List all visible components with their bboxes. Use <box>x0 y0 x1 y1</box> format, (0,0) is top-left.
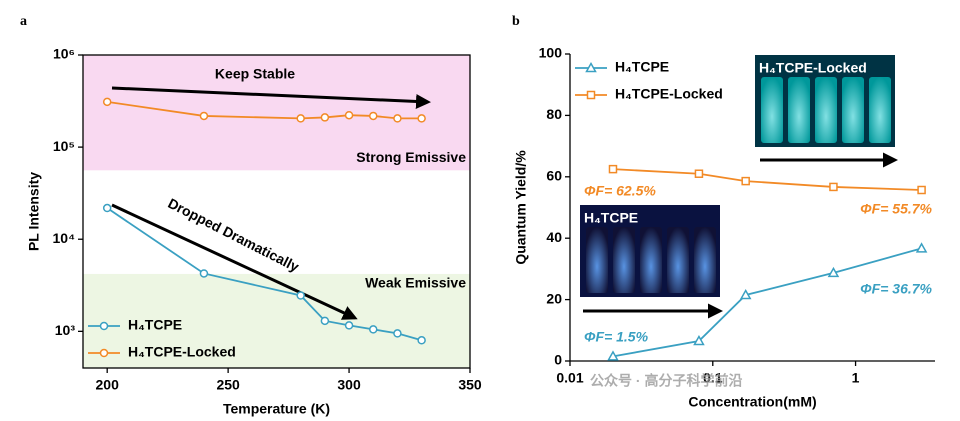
y-tick-label: 80 <box>546 106 562 122</box>
vial <box>788 77 810 143</box>
x-tick-label: 1 <box>852 370 860 386</box>
vial <box>815 77 837 143</box>
vial <box>842 77 864 143</box>
y-tick-label: 20 <box>546 290 562 306</box>
legend-label: H₄TCPE <box>615 59 669 75</box>
arrow <box>111 203 358 320</box>
annotation: ΦF= 36.7% <box>860 281 932 297</box>
point <box>829 182 838 192</box>
vial <box>640 227 662 293</box>
series-line <box>612 168 922 191</box>
point <box>369 325 378 334</box>
band-label: Weak Emissive <box>365 275 466 291</box>
legend-label: H₄TCPE-Locked <box>128 344 236 360</box>
y-axis-title: Quantum Yield/% <box>513 150 529 265</box>
point <box>320 113 330 122</box>
y-tick-label: 100 <box>539 45 563 61</box>
band-label: Strong Emissive <box>356 149 466 165</box>
point <box>915 242 928 253</box>
y-tick-label: 10⁵ <box>53 138 75 154</box>
y-axis-title: PL Intensity <box>26 172 42 251</box>
inset-label: H₄TCPE <box>584 210 638 226</box>
point <box>296 291 305 300</box>
legend-marker <box>99 348 109 358</box>
x-tick-label: 0.1 <box>703 370 723 386</box>
y-tick-label: 10³ <box>55 322 76 338</box>
point <box>607 350 619 361</box>
emission-band <box>83 55 470 171</box>
point <box>417 336 426 345</box>
axes-frame <box>82 54 471 369</box>
vial <box>586 227 608 293</box>
legend-marker <box>586 90 596 100</box>
vial <box>761 77 783 143</box>
point <box>369 111 378 121</box>
y-tick-label: 40 <box>546 229 562 245</box>
point <box>827 266 840 278</box>
legend-marker <box>99 321 109 331</box>
point <box>417 114 426 123</box>
annotation: ΦF= 1.5% <box>584 329 649 345</box>
point <box>296 114 305 123</box>
annotation: Keep Stable <box>215 66 295 82</box>
legend-label: H₄TCPE <box>128 317 182 333</box>
point <box>344 321 354 330</box>
vial <box>869 77 891 143</box>
point <box>393 329 402 338</box>
point <box>393 114 402 123</box>
vial <box>667 227 689 293</box>
point <box>344 110 354 120</box>
point <box>741 176 750 186</box>
legend-label: H₄TCPE-Locked <box>615 86 723 102</box>
x-tick-label: 300 <box>337 377 361 393</box>
watermark: 公众号 · 高分子科学前沿 <box>590 373 742 389</box>
x-tick-label: 0.01 <box>556 370 583 386</box>
point <box>917 185 926 195</box>
vial <box>613 227 635 293</box>
vial <box>694 227 716 293</box>
x-tick-label: 350 <box>458 377 482 393</box>
point <box>199 111 209 121</box>
annotation: ΦF= 55.7% <box>860 201 932 217</box>
x-tick-label: 200 <box>96 377 120 393</box>
x-tick-label: 250 <box>216 377 240 393</box>
point <box>199 269 209 278</box>
y-tick-label: 10⁴ <box>53 230 76 246</box>
point <box>102 203 112 213</box>
point <box>320 316 330 326</box>
panel-label: b <box>512 14 520 29</box>
x-axis-title: Concentration(mM) <box>688 394 816 410</box>
annotation: ΦF= 62.5% <box>584 183 656 199</box>
y-tick-label: 60 <box>546 168 562 184</box>
y-tick-label: 10⁶ <box>53 46 75 62</box>
y-tick-label: 0 <box>554 352 562 368</box>
point <box>693 335 705 346</box>
legend-marker <box>585 61 597 73</box>
point <box>694 169 704 178</box>
arrow <box>111 86 431 109</box>
point <box>739 288 752 300</box>
panel-label: a <box>20 14 27 29</box>
x-axis-title: Temperature (K) <box>223 401 330 417</box>
point <box>608 164 618 174</box>
point <box>102 97 112 107</box>
inset-label: H₄TCPE-Locked <box>759 60 867 76</box>
